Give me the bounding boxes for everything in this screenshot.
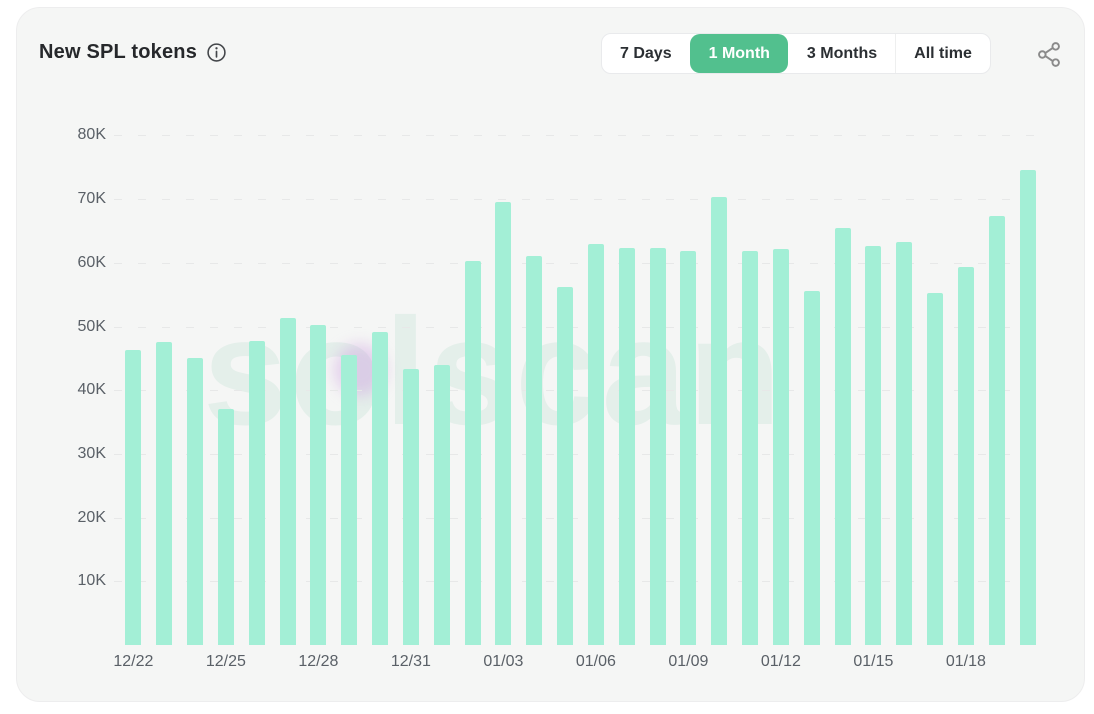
bar-12/27[interactable] (279, 318, 296, 645)
x-tick-label: 01/03 (483, 653, 524, 670)
bar-01/12[interactable] (772, 249, 789, 645)
y-tick-label: 20K (77, 508, 106, 526)
share-icon[interactable] (1035, 40, 1063, 68)
bar-12/26[interactable] (248, 340, 265, 645)
bar-01/09[interactable] (680, 250, 697, 645)
y-tick-label: 50K (77, 317, 106, 335)
info-icon[interactable] (206, 42, 227, 63)
gridline-40K (114, 390, 1039, 392)
gridline-20K (114, 517, 1039, 519)
gridline-70K (114, 199, 1039, 201)
y-tick-label: 40K (77, 381, 106, 399)
x-tick-label: 01/12 (760, 653, 801, 670)
bar-01/01[interactable] (433, 364, 450, 645)
bar-01/14[interactable] (834, 227, 851, 645)
bar-01/07[interactable] (618, 247, 635, 645)
bar-01/08[interactable] (649, 248, 666, 645)
bar-12/29[interactable] (341, 355, 358, 645)
x-tick-label: 01/15 (853, 653, 894, 670)
bar-12/23[interactable] (156, 342, 173, 645)
bar-01/11[interactable] (742, 251, 759, 645)
gridline-60K (114, 262, 1039, 264)
tab-7-days[interactable]: 7 Days (602, 34, 690, 73)
y-tick-label: 70K (77, 190, 106, 208)
bar-01/20[interactable] (1019, 169, 1036, 645)
bar-01/13[interactable] (803, 290, 820, 645)
bar-01/18[interactable] (957, 267, 974, 645)
bar-01/06[interactable] (587, 243, 604, 645)
y-tick-label: 60K (77, 253, 106, 271)
bar-12/24[interactable] (187, 357, 204, 645)
x-tick-label: 01/09 (668, 653, 709, 670)
x-tick-label: 12/28 (298, 653, 339, 670)
bar-01/19[interactable] (988, 216, 1005, 645)
bar-01/04[interactable] (526, 256, 543, 645)
tab-3-months[interactable]: 3 Months (788, 34, 895, 73)
x-tick-label: 01/06 (575, 653, 616, 670)
gridline-30K (114, 453, 1039, 455)
bar-12/25[interactable] (217, 409, 234, 645)
gridline-50K (114, 326, 1039, 328)
bar-01/15[interactable] (865, 246, 882, 645)
bar-01/05[interactable] (557, 287, 574, 645)
bar-12/31[interactable] (402, 368, 419, 645)
bar-12/22[interactable] (125, 350, 142, 645)
tab-1-month[interactable]: 1 Month (689, 34, 788, 73)
chart-card: New SPL tokens 7 Days 1 Month 3 Months A… (16, 7, 1085, 702)
gridline-80K (114, 135, 1039, 137)
y-tick-label: 80K (77, 126, 106, 144)
gridline-10K (114, 581, 1039, 583)
range-tabs: 7 Days 1 Month 3 Months All time (601, 33, 991, 74)
x-tick-label: 12/31 (390, 653, 431, 670)
bar-12/30[interactable] (372, 332, 389, 645)
y-tick-label: 10K (77, 572, 106, 590)
card-header: New SPL tokens (39, 41, 227, 64)
x-tick-label: 12/22 (113, 653, 154, 670)
bar-12/28[interactable] (310, 325, 327, 645)
bar-01/02[interactable] (464, 260, 481, 645)
bar-01/03[interactable] (495, 202, 512, 645)
bar-01/10[interactable] (711, 197, 728, 645)
tab-all-time[interactable]: All time (895, 34, 990, 73)
bar-01/17[interactable] (927, 292, 944, 645)
x-tick-label: 01/18 (945, 653, 986, 670)
page-title: New SPL tokens (39, 41, 198, 63)
bar-01/16[interactable] (896, 241, 913, 645)
y-tick-label: 30K (77, 444, 106, 462)
x-tick-label: 12/25 (205, 653, 246, 670)
